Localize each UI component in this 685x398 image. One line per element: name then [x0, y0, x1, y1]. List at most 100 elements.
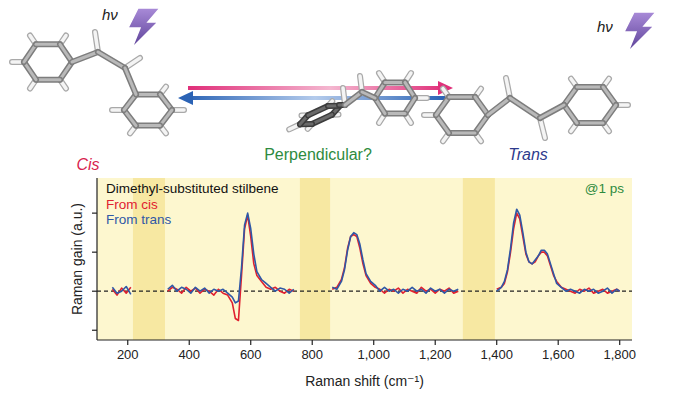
y-tick — [92, 213, 97, 214]
x-tick-label: 1,800 — [603, 347, 636, 362]
bond — [577, 122, 603, 125]
bond — [436, 115, 449, 133]
figure: hνhνCisPerpendicular?Trans2004006008001,… — [0, 0, 685, 398]
arrow-forward — [188, 86, 440, 90]
bond — [345, 92, 362, 105]
x-tick-label: 1,600 — [542, 347, 575, 362]
bond — [449, 95, 475, 98]
bond — [24, 44, 36, 62]
x-tick-label: 1,000 — [357, 347, 390, 362]
bond — [72, 52, 98, 62]
photon-label: hν — [102, 6, 118, 23]
bond — [125, 68, 136, 94]
bond — [577, 85, 603, 88]
diagram: hνhνCisPerpendicular?Trans — [12, 6, 656, 173]
legend-entry: From cis — [106, 197, 158, 212]
x-axis-label: Raman shift (cm⁻¹) — [305, 373, 424, 389]
lightning — [624, 12, 656, 52]
bond — [475, 115, 488, 133]
bond — [436, 97, 449, 115]
bond — [60, 44, 72, 62]
bond — [564, 87, 577, 105]
bond — [136, 93, 160, 96]
molecule-label: Cis — [76, 156, 99, 173]
bond — [475, 115, 488, 133]
y-axis — [96, 178, 97, 340]
masked-band — [300, 178, 330, 340]
bond — [308, 106, 328, 115]
ring-edge-on — [286, 99, 343, 136]
molecule-trans — [424, 78, 628, 141]
bond — [540, 105, 564, 118]
chart: 2004006008001,0001,2001,4001,6001,800Ram… — [69, 178, 636, 389]
x-tick — [496, 340, 497, 345]
bond — [362, 92, 375, 98]
molecule-cis — [12, 32, 184, 133]
molecule-perpendicular — [286, 73, 427, 136]
plot-area — [97, 178, 632, 340]
bond — [36, 43, 60, 46]
chart-title: Dimethyl-substituted stilbene — [106, 181, 279, 196]
x-tick-label: 1,200 — [419, 347, 452, 362]
bond — [60, 62, 72, 80]
x-tick — [250, 340, 251, 345]
bond — [540, 105, 564, 118]
bond — [36, 78, 60, 81]
hydrogen — [95, 32, 98, 52]
bond — [449, 132, 475, 135]
y-tick — [92, 291, 97, 292]
photon-label: hν — [597, 18, 613, 35]
x-tick-label: 400 — [178, 347, 200, 362]
x-tick — [312, 340, 313, 345]
bond — [36, 41, 60, 47]
bond — [603, 87, 616, 105]
plot-background — [97, 178, 632, 340]
bond — [136, 124, 160, 127]
bond — [24, 44, 36, 62]
y-tick — [92, 330, 97, 331]
bond — [577, 120, 603, 126]
bond — [510, 98, 540, 118]
bond — [564, 105, 577, 123]
x-tick — [189, 340, 190, 345]
bond — [449, 130, 475, 136]
hydrogen — [540, 118, 545, 138]
bond — [603, 87, 616, 105]
bond — [72, 52, 98, 62]
series-line — [112, 213, 619, 320]
molecule-label: Trans — [508, 146, 548, 163]
bond — [308, 106, 328, 115]
y-tick — [92, 252, 97, 253]
hydrogen — [506, 78, 510, 98]
x-tick — [127, 340, 128, 345]
series-line — [112, 209, 619, 303]
hydrogen — [95, 32, 98, 52]
bond — [98, 52, 125, 68]
bond — [24, 62, 36, 80]
annotation: @1 ps — [585, 181, 624, 196]
bond — [362, 92, 375, 98]
bond — [475, 97, 488, 115]
bond — [345, 92, 362, 105]
arrowhead — [178, 91, 193, 105]
bond — [436, 115, 449, 133]
bond — [312, 115, 332, 124]
bond — [60, 44, 72, 62]
bond — [564, 105, 577, 123]
x-tick-label: 1,400 — [480, 347, 513, 362]
x-tick — [619, 340, 620, 345]
bond — [475, 97, 488, 115]
hydrogen — [540, 118, 545, 138]
y-axis-label: Raman gain (a.u.) — [69, 203, 85, 315]
legend-entry: From trans — [106, 212, 172, 227]
hydrogen — [506, 78, 510, 98]
x-axis — [97, 339, 632, 340]
x-tick — [435, 340, 436, 345]
bond — [36, 77, 60, 83]
x-tick-label: 800 — [301, 347, 323, 362]
bond — [24, 62, 36, 80]
lightning — [128, 8, 160, 48]
bond — [449, 94, 475, 100]
x-tick-label: 200 — [117, 347, 139, 362]
masked-band — [463, 178, 495, 340]
